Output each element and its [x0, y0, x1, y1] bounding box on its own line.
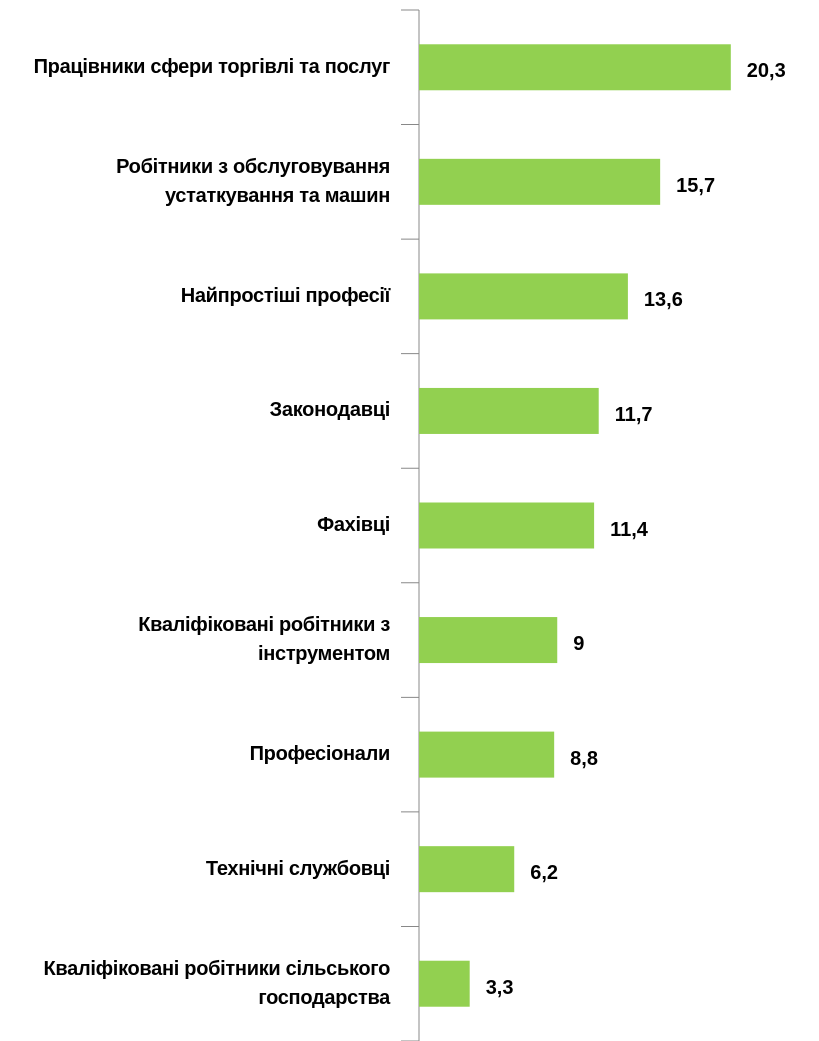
category-label: Професіонали: [249, 743, 391, 766]
bar: [419, 846, 515, 893]
bar: [419, 387, 599, 434]
bar: [419, 731, 555, 778]
category-label: Кваліфіковані робітники з інструментом: [138, 614, 390, 666]
category-label: Фахівці: [317, 514, 390, 536]
value-label: 13,6: [643, 289, 683, 312]
category-label: Робітники з обслуговування устаткування …: [116, 155, 390, 207]
category-label: Законодавці: [269, 399, 391, 422]
bar: [419, 158, 661, 205]
value-label: 8,8: [570, 747, 598, 770]
bar: [419, 502, 595, 549]
value-label: 3,3: [485, 976, 514, 999]
value-label: 9: [573, 633, 585, 656]
bar: [419, 44, 731, 91]
bar: [419, 617, 558, 664]
category-label: Працівники сфери торгівлі та послуг: [33, 55, 391, 78]
category-label: Кваліфіковані робітники сільського госпо…: [43, 957, 390, 1009]
value-label: 15,7: [676, 174, 716, 197]
value-label: 6,2: [530, 862, 559, 885]
bar: [419, 273, 628, 320]
value-label: 11,4: [610, 518, 648, 541]
category-label: Найпростіші професії: [180, 284, 391, 307]
value-label: 20,3: [746, 60, 786, 83]
bar: [419, 960, 470, 1007]
value-label: 11,7: [614, 403, 653, 426]
category-label: Технічні службовці: [205, 857, 390, 880]
